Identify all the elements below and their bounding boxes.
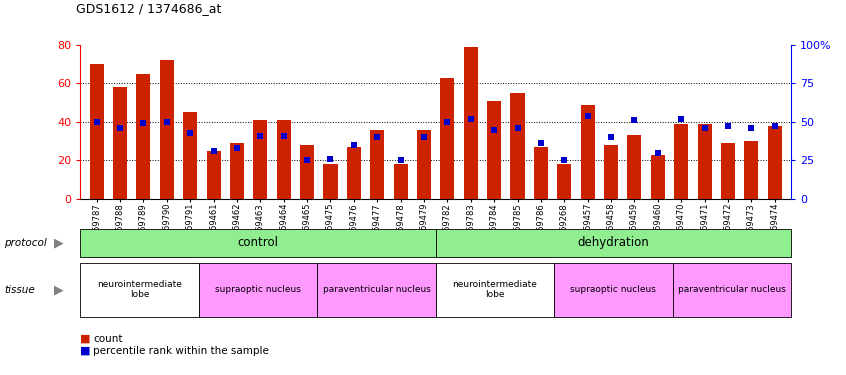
Point	[628, 117, 641, 123]
Point	[651, 150, 664, 156]
Bar	[230, 143, 244, 199]
Bar	[604, 145, 618, 199]
Point	[230, 145, 244, 151]
Point	[534, 140, 547, 146]
Bar	[136, 74, 151, 199]
Bar	[628, 135, 641, 199]
Bar	[417, 130, 431, 199]
Bar	[721, 143, 735, 199]
Bar	[767, 126, 782, 199]
Point	[277, 133, 290, 139]
Text: paraventricular nucleus: paraventricular nucleus	[322, 285, 431, 294]
Point	[744, 125, 758, 131]
Text: ■: ■	[80, 334, 91, 344]
Point	[347, 142, 360, 148]
Point	[464, 116, 477, 122]
Point	[581, 113, 595, 119]
Text: protocol: protocol	[4, 238, 47, 248]
Text: control: control	[238, 236, 278, 249]
Bar	[90, 64, 104, 199]
Point	[558, 158, 571, 164]
Point	[90, 119, 103, 125]
Bar	[253, 120, 267, 199]
Point	[487, 127, 501, 133]
Bar	[651, 154, 665, 199]
Bar	[510, 93, 525, 199]
Bar	[160, 60, 174, 199]
Point	[417, 134, 431, 140]
Bar	[534, 147, 548, 199]
Text: supraoptic nucleus: supraoptic nucleus	[570, 285, 656, 294]
Text: neurointermediate
lobe: neurointermediate lobe	[453, 280, 537, 299]
Point	[160, 119, 173, 125]
Point	[674, 116, 688, 122]
Text: percentile rank within the sample: percentile rank within the sample	[93, 346, 269, 355]
Bar	[206, 151, 221, 199]
Point	[441, 119, 454, 125]
Point	[254, 133, 267, 139]
Point	[324, 156, 338, 162]
Bar	[744, 141, 758, 199]
Point	[184, 130, 197, 136]
Bar	[184, 112, 197, 199]
Point	[394, 158, 408, 164]
Text: ▶: ▶	[54, 283, 63, 296]
Text: supraoptic nucleus: supraoptic nucleus	[215, 285, 301, 294]
Text: count: count	[93, 334, 123, 344]
Bar	[323, 164, 338, 199]
Text: tissue: tissue	[4, 285, 35, 295]
Text: dehydration: dehydration	[578, 236, 649, 249]
Bar	[441, 78, 454, 199]
Point	[698, 125, 711, 131]
Bar	[113, 87, 127, 199]
Bar	[464, 47, 478, 199]
Bar	[558, 164, 571, 199]
Text: GDS1612 / 1374686_at: GDS1612 / 1374686_at	[76, 2, 222, 15]
Text: paraventricular nucleus: paraventricular nucleus	[678, 285, 786, 294]
Point	[206, 148, 220, 154]
Bar	[347, 147, 361, 199]
Bar	[580, 105, 595, 199]
Bar	[300, 145, 314, 199]
Point	[604, 134, 618, 140]
Point	[137, 120, 151, 126]
Point	[371, 134, 384, 140]
Bar	[277, 120, 291, 199]
Text: ■: ■	[80, 346, 91, 355]
Point	[768, 123, 782, 129]
Point	[511, 125, 525, 131]
Bar	[371, 130, 384, 199]
Bar	[674, 124, 688, 199]
Text: neurointermediate
lobe: neurointermediate lobe	[97, 280, 182, 299]
Point	[721, 123, 734, 129]
Point	[300, 158, 314, 164]
Bar	[393, 164, 408, 199]
Bar	[487, 101, 501, 199]
Point	[113, 125, 127, 131]
Bar	[697, 124, 711, 199]
Text: ▶: ▶	[54, 236, 63, 249]
